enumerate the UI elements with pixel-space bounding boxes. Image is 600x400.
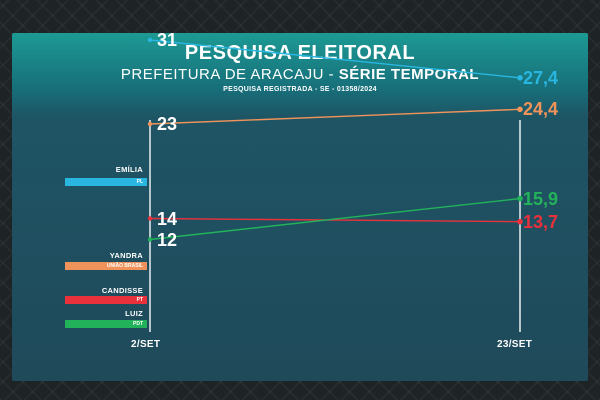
point-end-luiz: [517, 195, 523, 202]
value-label-start-yandra: 23: [157, 114, 178, 134]
series-line-candisse: [149, 217, 521, 223]
point-start-luiz: [147, 237, 153, 242]
chart-title: PESQUISA ELEITORAL: [184, 42, 416, 64]
point-start-candisse: [147, 216, 153, 221]
x-tick-label-start: 2/SET: [131, 339, 161, 350]
point-end-emilia: [517, 75, 523, 81]
x-tick-label-end: 23/SET: [497, 339, 533, 350]
series-line-yandra: [149, 108, 521, 125]
party-chip-yandra: UNIÃO BRASIL: [65, 262, 147, 270]
value-label-end-yandra: 24,4: [523, 99, 559, 120]
value-label-start-luiz: 12: [157, 229, 178, 250]
point-end-candisse: [517, 218, 523, 225]
point-end-yandra: [517, 106, 523, 113]
series-line-emilia: [149, 39, 521, 79]
candidate-name-emilia: EMÍLIA: [115, 165, 143, 174]
party-chip-luiz: PDT: [65, 320, 147, 328]
value-label-end-luiz: 15,9: [523, 188, 559, 209]
point-start-yandra: [147, 121, 153, 127]
candidate-name-candisse: CANDISSE: [101, 286, 143, 295]
value-label-end-candisse: 13,7: [523, 211, 559, 232]
subtitle-main: PREFEITURA DE ARACAJU -: [120, 66, 339, 83]
value-label-start-emilia: 31: [157, 30, 178, 50]
poll-registry: PESQUISA REGISTRADA - SE - 01358/2024: [223, 86, 377, 93]
party-chip-emilia: PL: [65, 178, 147, 186]
party-chip-candisse: PT: [65, 296, 147, 304]
value-label-end-emilia: 27,4: [523, 67, 559, 88]
candidate-name-yandra: YANDRA: [109, 251, 143, 260]
value-label-start-candisse: 14: [157, 208, 178, 229]
series-line-luiz: [149, 197, 521, 241]
candidate-name-luiz: LUIZ: [125, 309, 143, 318]
point-start-emilia: [147, 37, 153, 43]
